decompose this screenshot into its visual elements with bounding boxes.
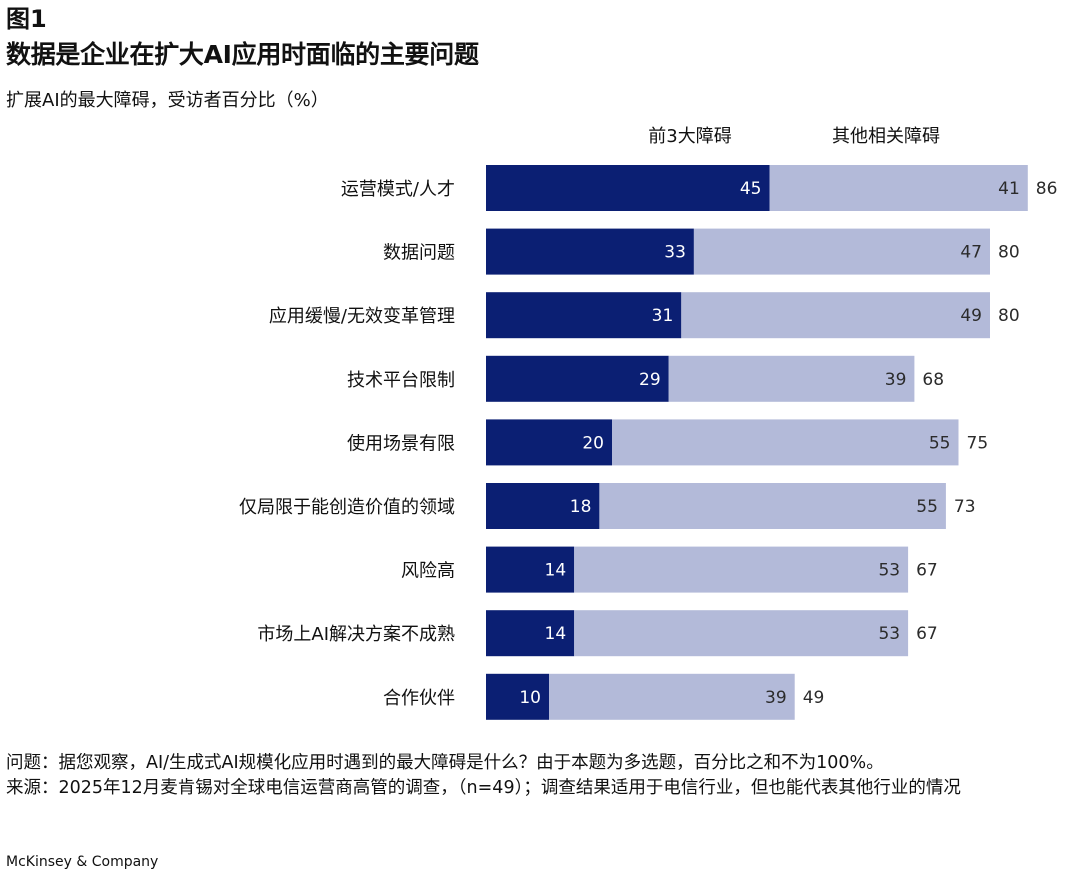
data-label-top3: 14 xyxy=(545,624,567,644)
source-note: 来源：2025年12月麦肯锡对全球电信运营商高管的调查，（n=49）；调查结果适… xyxy=(6,777,961,798)
data-label-total: 86 xyxy=(1036,179,1058,199)
data-label-total: 80 xyxy=(998,306,1020,326)
bar-top3 xyxy=(486,419,612,466)
chart-bars: 运营模式/人才 45 41 86 数据问题 33 47 80 应用缓慢/无效变革管理 31 49 80… xyxy=(239,165,1057,720)
data-label-top3: 14 xyxy=(545,561,567,581)
bar-top3 xyxy=(486,228,694,275)
legend-label-other: 其他相关障碍 xyxy=(832,126,940,147)
category-label: 风险高 xyxy=(401,561,455,582)
category-label: 市场上AI解决方案不成熟 xyxy=(257,624,455,645)
data-label-top3: 29 xyxy=(639,370,661,390)
category-label: 数据问题 xyxy=(383,243,455,264)
figure-label: 图1 xyxy=(6,5,47,33)
data-label-other: 55 xyxy=(916,497,938,517)
data-label-other: 47 xyxy=(960,243,982,263)
bar-other xyxy=(549,673,795,720)
data-label-top3: 45 xyxy=(740,179,762,199)
data-label-top3: 33 xyxy=(664,243,686,263)
bar-top3 xyxy=(486,673,549,720)
data-label-total: 49 xyxy=(803,688,825,708)
bar-top3 xyxy=(486,165,770,211)
data-label-other: 49 xyxy=(960,306,982,326)
brand-footer: McKinsey & Company xyxy=(6,854,159,870)
data-label-other: 53 xyxy=(878,561,900,581)
bar-top3 xyxy=(486,610,575,657)
category-label: 运营模式/人才 xyxy=(341,179,455,200)
bar-top3 xyxy=(486,546,575,593)
bar-other xyxy=(574,610,909,657)
data-label-top3: 31 xyxy=(652,306,674,326)
category-label: 合作伙伴 xyxy=(383,688,455,709)
bar-top3 xyxy=(486,292,682,339)
data-label-other: 39 xyxy=(885,370,907,390)
data-label-other: 55 xyxy=(929,433,951,453)
data-label-other: 53 xyxy=(878,624,900,644)
chart-title: 数据是企业在扩大AI应用时面临的主要问题 xyxy=(6,40,479,69)
data-label-other: 41 xyxy=(998,179,1020,199)
bar-other xyxy=(668,355,915,402)
category-label: 仅局限于能创造价值的领域 xyxy=(239,497,455,518)
data-label-top3: 20 xyxy=(582,433,604,453)
legend-label-top3: 前3大障碍 xyxy=(648,126,731,147)
bar-other xyxy=(693,228,990,275)
data-label-total: 68 xyxy=(922,370,944,390)
bar-other xyxy=(769,165,1028,211)
data-label-total: 67 xyxy=(916,561,938,581)
category-label: 使用场景有限 xyxy=(347,433,455,454)
stacked-bar-chart: 前3大障碍 其他相关障碍 运营模式/人才 45 41 86 数据问题 33 47 80 应用缓慢/… xyxy=(239,126,1057,720)
bar-other xyxy=(612,419,959,466)
bar-other xyxy=(574,546,909,593)
bar-other xyxy=(681,292,990,339)
data-label-top3: 10 xyxy=(519,688,541,708)
data-label-total: 67 xyxy=(916,624,938,644)
question-note: 问题：据您观察，AI/生成式AI规模化应用时遇到的最大障碍是什么？由于本题为多选… xyxy=(6,753,884,773)
chart-legend: 前3大障碍 其他相关障碍 xyxy=(648,126,940,147)
category-label: 应用缓慢/无效变革管理 xyxy=(269,306,455,327)
bar-top3 xyxy=(486,483,600,529)
data-label-total: 80 xyxy=(998,243,1020,263)
bar-top3 xyxy=(486,355,669,402)
data-label-total: 75 xyxy=(967,433,989,453)
data-label-top3: 18 xyxy=(570,497,592,517)
data-label-other: 39 xyxy=(765,688,787,708)
chart-subtitle: 扩展AI的最大障碍，受访者百分比（%） xyxy=(6,90,329,111)
data-label-total: 73 xyxy=(954,497,976,517)
chart-notes: 问题：据您观察，AI/生成式AI规模化应用时遇到的最大障碍是什么？由于本题为多选… xyxy=(6,751,1074,800)
bar-other xyxy=(599,483,946,529)
category-label: 技术平台限制 xyxy=(347,370,455,391)
